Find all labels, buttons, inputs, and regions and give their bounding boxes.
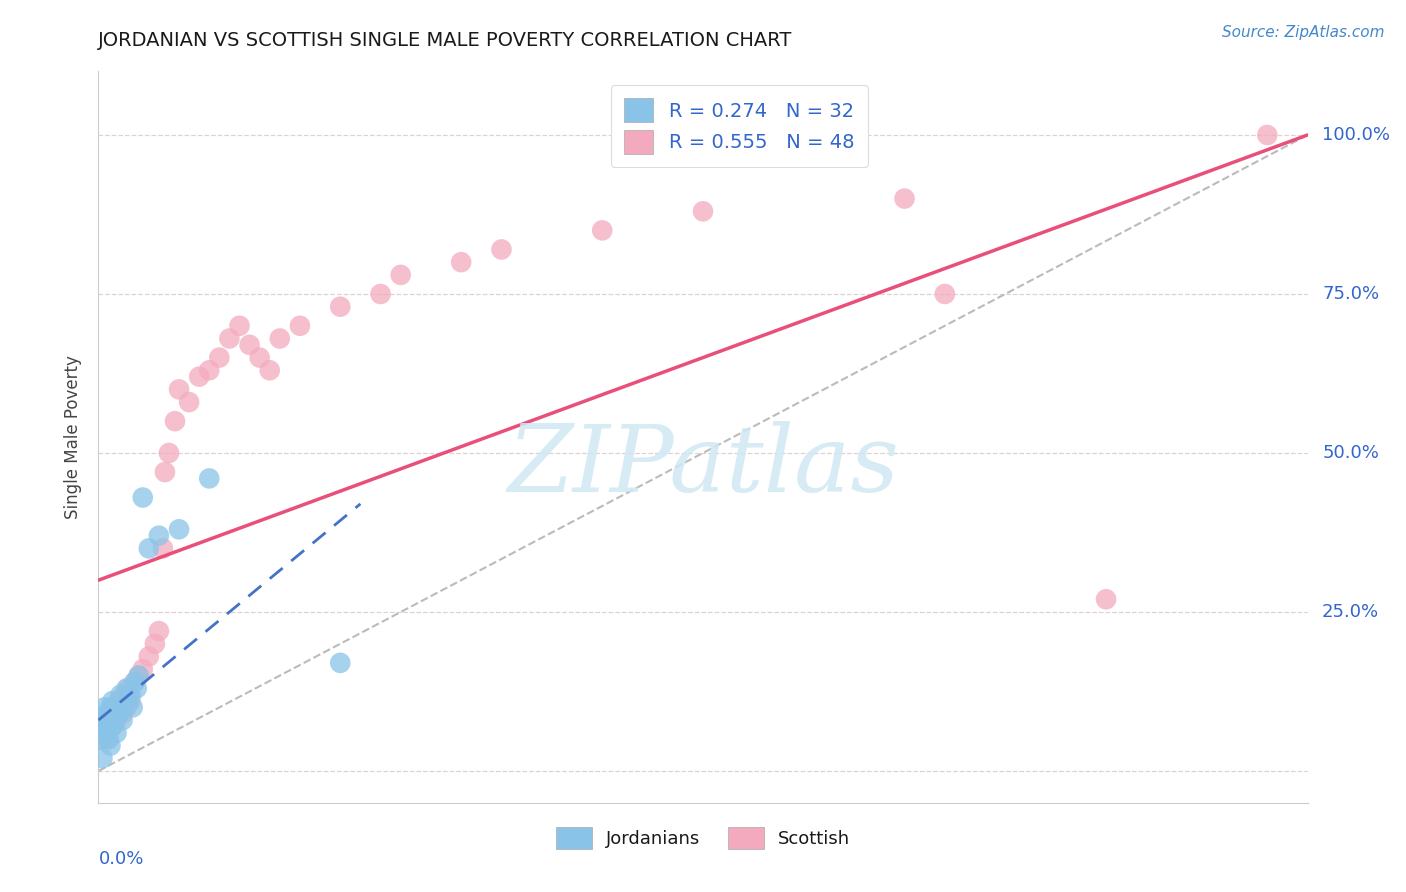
Text: Source: ZipAtlas.com: Source: ZipAtlas.com [1222, 25, 1385, 40]
Point [132, 662, 155, 676]
Point [124, 675, 146, 690]
Point [89, 732, 111, 747]
Point [101, 719, 124, 733]
Point [167, 383, 190, 397]
Point [96, 706, 118, 721]
Point [153, 465, 176, 479]
Point [893, 192, 915, 206]
Point [115, 681, 138, 696]
Point [934, 287, 956, 301]
Text: ZIPatlas: ZIPatlas [508, 421, 898, 511]
Point [1095, 592, 1118, 607]
Point [93, 726, 115, 740]
Point [148, 624, 170, 638]
Point [97, 713, 120, 727]
Point [101, 719, 124, 733]
Point [103, 713, 125, 727]
Point [100, 706, 122, 721]
Point [93, 726, 115, 740]
Point [370, 287, 392, 301]
Point [269, 331, 291, 345]
Point [288, 318, 311, 333]
Point [114, 700, 136, 714]
Point [96, 713, 118, 727]
Point [389, 268, 412, 282]
Point [103, 700, 125, 714]
Point [198, 471, 221, 485]
Point [91, 751, 114, 765]
Text: 25.0%: 25.0% [1322, 603, 1379, 621]
Point [121, 700, 143, 714]
Point [118, 681, 141, 696]
Point [450, 255, 472, 269]
Point [107, 694, 129, 708]
Point [167, 522, 190, 536]
Point [100, 739, 122, 753]
Point [157, 446, 180, 460]
Point [152, 541, 174, 556]
Point [105, 713, 128, 727]
Point [132, 491, 155, 505]
Point [105, 726, 128, 740]
Y-axis label: Single Male Poverty: Single Male Poverty [63, 355, 82, 519]
Point [125, 681, 148, 696]
Point [100, 700, 122, 714]
Point [591, 223, 613, 237]
Point [1256, 128, 1278, 142]
Point [120, 694, 142, 708]
Text: 0.0%: 0.0% [98, 850, 143, 868]
Point [128, 668, 150, 682]
Point [97, 732, 120, 747]
Point [259, 363, 281, 377]
Point [692, 204, 714, 219]
Point [120, 688, 142, 702]
Point [239, 338, 262, 352]
Point [91, 713, 114, 727]
Point [329, 300, 352, 314]
Point [97, 732, 120, 747]
Point [128, 668, 150, 682]
Point [93, 700, 115, 714]
Point [188, 369, 211, 384]
Point [249, 351, 271, 365]
Point [198, 363, 221, 377]
Point [115, 700, 138, 714]
Point [138, 649, 160, 664]
Text: 75.0%: 75.0% [1322, 285, 1379, 303]
Text: JORDANIAN VS SCOTTISH SINGLE MALE POVERTY CORRELATION CHART: JORDANIAN VS SCOTTISH SINGLE MALE POVERT… [98, 31, 793, 50]
Point [124, 675, 146, 690]
Point [179, 395, 201, 409]
Point [114, 688, 136, 702]
Point [110, 688, 132, 702]
Point [228, 318, 250, 333]
Point [148, 529, 170, 543]
Point [91, 719, 114, 733]
Point [218, 331, 240, 345]
Point [111, 706, 134, 721]
Point [138, 541, 160, 556]
Point [89, 732, 111, 747]
Legend: Jordanians, Scottish: Jordanians, Scottish [548, 820, 858, 856]
Point [143, 637, 166, 651]
Point [208, 351, 231, 365]
Text: 50.0%: 50.0% [1322, 444, 1379, 462]
Text: 100.0%: 100.0% [1322, 126, 1391, 144]
Point [107, 706, 129, 721]
Point [101, 694, 124, 708]
Point [163, 414, 186, 428]
Point [491, 243, 513, 257]
Point [118, 694, 141, 708]
Point [96, 719, 118, 733]
Point [111, 713, 134, 727]
Point [329, 656, 352, 670]
